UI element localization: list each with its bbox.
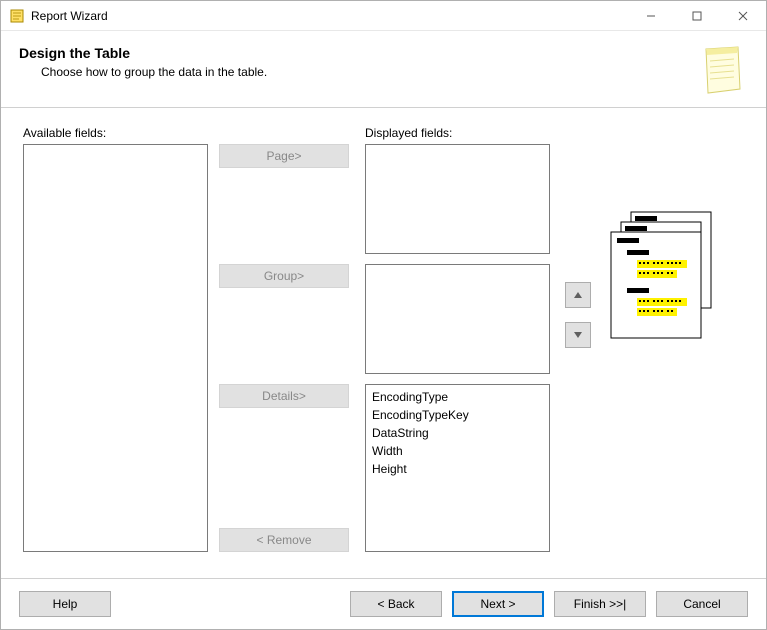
minimize-button[interactable] — [628, 1, 674, 30]
group-button[interactable]: Group> — [219, 264, 349, 288]
list-item[interactable]: EncodingType — [372, 388, 543, 406]
page-fields-list[interactable] — [365, 144, 550, 254]
header-text: Design the Table Choose how to group the… — [19, 45, 700, 79]
report-wizard-window: Report Wizard Design the Table Choose ho… — [0, 0, 767, 630]
remove-button[interactable]: < Remove — [219, 528, 349, 552]
list-item[interactable]: EncodingTypeKey — [372, 406, 543, 424]
details-fields-list[interactable]: EncodingType EncodingTypeKey DataString … — [365, 384, 550, 552]
page-title: Design the Table — [19, 45, 700, 61]
titlebar: Report Wizard — [1, 1, 766, 31]
maximize-button[interactable] — [674, 1, 720, 30]
app-icon — [9, 8, 25, 24]
back-button[interactable]: < Back — [350, 591, 442, 617]
arrow-up-icon — [573, 290, 583, 300]
cancel-button[interactable]: Cancel — [656, 591, 748, 617]
list-item[interactable]: Width — [372, 442, 543, 460]
page-button[interactable]: Page> — [219, 144, 349, 168]
content-area: Available fields: Displayed fields: Page… — [1, 108, 766, 578]
window-controls — [628, 1, 766, 30]
finish-button[interactable]: Finish >>| — [554, 591, 646, 617]
list-item[interactable]: DataString — [372, 424, 543, 442]
close-button[interactable] — [720, 1, 766, 30]
arrow-down-icon — [573, 330, 583, 340]
help-button[interactable]: Help — [19, 591, 111, 617]
move-up-button[interactable] — [565, 282, 591, 308]
move-down-button[interactable] — [565, 322, 591, 348]
available-fields-label: Available fields: — [23, 126, 106, 140]
available-fields-list[interactable] — [23, 144, 208, 552]
wizard-footer: Help < Back Next > Finish >>| Cancel — [1, 578, 766, 629]
notepad-icon — [700, 45, 744, 97]
window-title: Report Wizard — [31, 9, 628, 23]
displayed-fields-label: Displayed fields: — [365, 126, 452, 140]
list-item[interactable]: Height — [372, 460, 543, 478]
details-button[interactable]: Details> — [219, 384, 349, 408]
page-subtitle: Choose how to group the data in the tabl… — [19, 65, 700, 79]
next-button[interactable]: Next > — [452, 591, 544, 617]
group-fields-list[interactable] — [365, 264, 550, 374]
wizard-header: Design the Table Choose how to group the… — [1, 31, 766, 108]
table-preview-icon — [609, 210, 729, 340]
